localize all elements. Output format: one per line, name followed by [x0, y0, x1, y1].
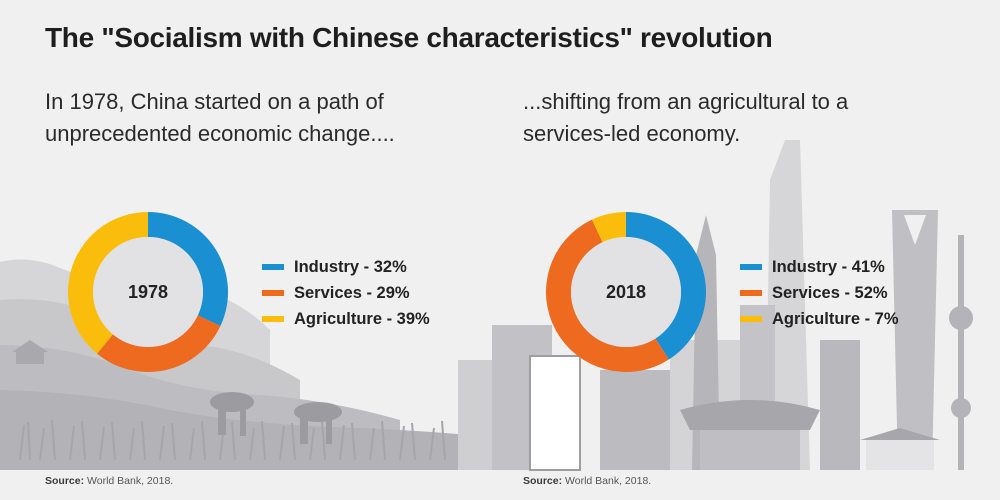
legend-swatch-services — [740, 290, 762, 296]
legend-swatch-industry — [262, 264, 284, 270]
source-prefix: Source: — [523, 475, 563, 487]
legend-item-industry: Industry - 32% — [262, 254, 430, 280]
legend-label-industry: Industry - 41% — [772, 257, 885, 276]
source-note-right: Source: World Bank, 2018. — [523, 475, 651, 487]
legend-swatch-industry — [740, 264, 762, 270]
donut-chart-1978: 1978 — [68, 212, 228, 372]
page-title: The "Socialism with Chinese characterist… — [45, 22, 773, 53]
donut-center-label: 2018 — [606, 282, 646, 302]
donut-slice-agriculture — [591, 212, 626, 243]
source-text: World Bank, 2018. — [565, 475, 652, 487]
source-prefix: Source: — [45, 475, 85, 487]
legend-item-agriculture: Agriculture - 7% — [740, 306, 899, 332]
legend-label-agriculture: Agriculture - 7% — [772, 309, 899, 328]
legend-label-services: Services - 29% — [294, 283, 410, 302]
legend-item-services: Services - 52% — [740, 280, 899, 306]
subtitle-1978: In 1978, China started on a path of unpr… — [45, 89, 395, 146]
legend-item-agriculture: Agriculture - 39% — [262, 306, 430, 332]
donut-slice-agriculture — [68, 212, 148, 354]
source-text: World Bank, 2018. — [87, 475, 174, 487]
source-note-left: Source: World Bank, 2018. — [45, 475, 173, 487]
donut-center-label: 1978 — [128, 282, 168, 302]
legend-label-agriculture: Agriculture - 39% — [294, 309, 430, 328]
donut-slice-industry — [148, 212, 228, 327]
donut-slice-services — [546, 219, 669, 372]
subtitle-2018: ...shifting from an agricultural to a se… — [523, 89, 849, 146]
city-skyline — [458, 140, 973, 471]
legend-swatch-agriculture — [262, 316, 284, 322]
donut-slice-services — [97, 315, 221, 372]
donut-slice-industry — [626, 212, 706, 360]
rice-field — [19, 419, 495, 461]
legend-swatch-agriculture — [740, 316, 762, 322]
donut-center — [571, 237, 681, 347]
legend-item-services: Services - 29% — [262, 280, 430, 306]
legend-label-services: Services - 52% — [772, 283, 888, 302]
hut-icon — [12, 340, 48, 364]
donut-chart-2018: 2018 — [546, 212, 706, 372]
donut-center — [93, 237, 203, 347]
legend-item-industry: Industry - 41% — [740, 254, 899, 280]
legend-2018: Industry - 41% Services - 52% Agricultur… — [740, 254, 899, 332]
legend-swatch-services — [262, 290, 284, 296]
farmer-figures — [210, 392, 342, 444]
legend-1978: Industry - 32% Services - 29% Agricultur… — [262, 254, 430, 332]
legend-label-industry: Industry - 32% — [294, 257, 407, 276]
